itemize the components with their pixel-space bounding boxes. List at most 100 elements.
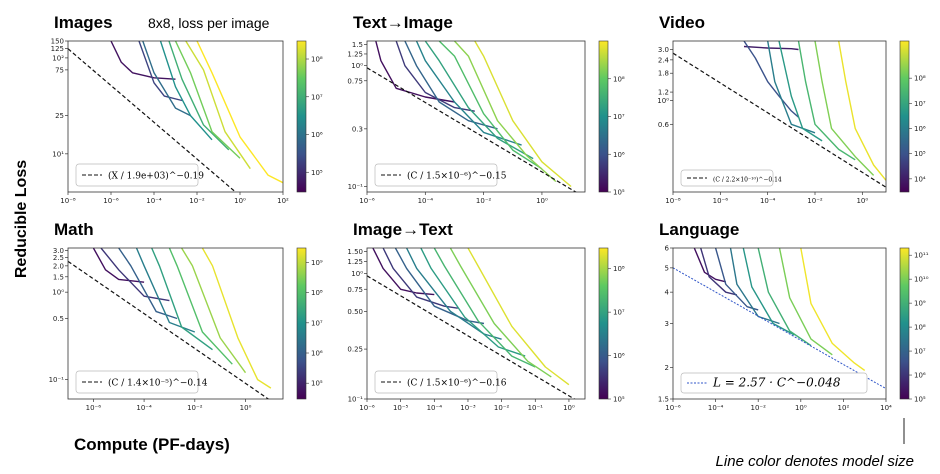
x-tick-label: 10⁻⁸	[665, 197, 681, 205]
y-tick-label: 1.5	[658, 396, 669, 404]
series-line-1	[138, 41, 183, 102]
colorbar-tick-label: 10⁵	[613, 189, 625, 197]
y-tick-label: 0.3	[352, 125, 363, 133]
series-line-5	[433, 248, 536, 368]
colorbar-tick-label: 10⁸	[914, 324, 926, 332]
panel-5: Language 10⁻⁶ 10⁻⁴ 10⁻² 10⁰ 10² 10⁴ 6 5 4 3 2 1.5 L =…	[658, 220, 929, 412]
legend-box	[680, 169, 774, 187]
y-tick-label: 10⁻¹	[348, 183, 364, 191]
y-tick-label: 10²	[52, 54, 64, 62]
series-line-4	[742, 248, 795, 336]
axes-frame	[67, 247, 284, 400]
axes-frame	[67, 40, 284, 193]
y-tick-label: 0.75	[347, 77, 363, 85]
y-tick-label: 10⁰	[351, 62, 363, 70]
y-tick-label: 75	[55, 66, 64, 74]
x-tick-label: 10⁻⁶	[86, 404, 102, 412]
series-line-5	[757, 248, 812, 347]
series-line-2	[714, 248, 759, 311]
x-tick-label: 10⁴	[880, 404, 892, 412]
colorbar-tick-label: 10⁶	[613, 352, 625, 360]
colorbar-tick-label: 10⁷	[311, 319, 323, 327]
y-tick-label: 3.0	[53, 247, 64, 255]
series-line-6	[181, 248, 247, 374]
frontier-line	[673, 52, 886, 188]
colorbar-tick-label: 10⁷	[914, 348, 926, 356]
series-line-1	[743, 41, 799, 118]
y-tick-label: 5	[665, 264, 669, 272]
series-group	[367, 248, 576, 399]
panel-0: Images 8x8, loss per image 10⁻⁸ 10⁻⁶ 10⁻⁴ 10⁻…	[51, 13, 323, 205]
y-tick-label: 2.0	[53, 262, 64, 270]
frontier-line	[673, 267, 886, 390]
x-tick-label: 10⁻⁴	[708, 404, 724, 412]
y-tick-label: 0.50	[347, 308, 363, 316]
colorbar-tick-label: 10⁶	[311, 131, 323, 139]
panel-title: Video	[659, 13, 705, 32]
y-tick-label: 10⁰	[657, 97, 669, 105]
y-axis-label: Reducible Loss	[13, 160, 30, 278]
panel-4: Image→Text 10⁻⁶ 10⁻⁵ 10⁻⁴ 10⁻³ 10⁻² 10⁻¹ 10⁰ 1.5…	[347, 220, 625, 412]
y-tick-label: 10⁻¹	[348, 396, 364, 404]
colorbar-tick-label: 10¹⁰	[914, 276, 929, 284]
series-group	[68, 41, 283, 192]
colorbar-tick-label: 10⁵	[311, 380, 323, 388]
series-group	[367, 41, 577, 192]
legend-label: (C / 1.4×10⁻⁵)^−0.14	[108, 378, 208, 389]
series-line-4	[168, 41, 230, 151]
series-group	[673, 41, 886, 188]
x-axis-label: Compute (PF-days)	[74, 435, 230, 454]
series-line-3	[159, 41, 213, 141]
colorbar-tick-label: 10⁸	[311, 56, 323, 64]
x-tick-label: 10⁻⁶	[359, 404, 375, 412]
colorbar-tick-label: 10⁴	[914, 175, 926, 183]
x-tick-label: 10⁻⁴	[418, 197, 434, 205]
series-line-4	[151, 248, 213, 351]
y-tick-label: 125	[51, 45, 64, 53]
colorbar-tick-label: 10⁸	[613, 75, 625, 83]
frontier-line	[68, 260, 270, 399]
panel-title: Images	[54, 13, 113, 32]
panel-1: Text→Image 10⁻⁶ 10⁻⁴ 10⁻² 10⁰ 1.51.25 10⁰ 0.75 0…	[347, 13, 625, 205]
x-tick-label: 10⁻²	[476, 197, 492, 205]
y-tick-label: 0.25	[347, 346, 363, 354]
series-group	[673, 248, 886, 390]
y-tick-label: 0.6	[658, 121, 670, 129]
colorbar-tick-label: 10⁸	[311, 289, 323, 297]
colorbar-tick-label: 10⁸	[914, 75, 926, 83]
series-line-1	[700, 248, 738, 296]
legend-box	[75, 163, 199, 187]
series-line-4	[420, 248, 526, 357]
series-line-0	[110, 41, 176, 80]
y-tick-label: 150	[51, 38, 64, 46]
y-tick-label: 1.5	[352, 41, 363, 49]
x-tick-label: 10⁻¹	[528, 404, 544, 412]
colorbar	[296, 40, 307, 193]
y-tick-label: 0.5	[53, 315, 64, 323]
y-tick-label: 2	[665, 364, 669, 372]
series-line-5	[168, 248, 233, 365]
x-tick-label: 10⁻⁶	[713, 197, 729, 205]
y-tick-label: 10¹	[52, 150, 64, 158]
x-tick-label: 10⁻⁴	[136, 404, 152, 412]
axes-frame	[366, 40, 586, 193]
y-tick-label: 1.25	[347, 258, 363, 266]
series-line-2	[404, 41, 498, 130]
x-tick-label: 10⁻⁸	[60, 197, 76, 205]
axes-frame	[672, 40, 887, 193]
x-tick-label: 10²	[277, 197, 289, 205]
legend-box	[374, 163, 498, 187]
legend-box	[680, 372, 868, 394]
series-group	[68, 248, 272, 399]
series-line-3	[405, 248, 502, 340]
panel-title: Language	[659, 220, 739, 239]
y-tick-label: 3	[665, 320, 669, 328]
panel-title: Math	[54, 220, 94, 239]
series-line-6	[185, 41, 251, 170]
y-tick-label: 10⁰	[351, 270, 363, 278]
x-tick-label: 10⁻⁵	[393, 404, 409, 412]
series-line-5	[814, 41, 875, 176]
x-tick-label: 10⁻²	[494, 404, 510, 412]
y-tick-label: 10⁻¹	[49, 376, 65, 384]
